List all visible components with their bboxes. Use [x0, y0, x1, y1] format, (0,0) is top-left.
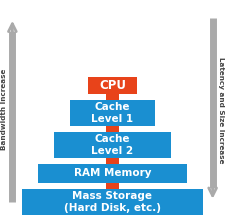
Text: CPU: CPU	[99, 79, 126, 92]
Text: Bandwidth Increase: Bandwidth Increase	[1, 69, 7, 151]
Text: Cache
Level 2: Cache Level 2	[91, 134, 134, 156]
Bar	[38, 164, 187, 183]
Bar	[54, 132, 171, 158]
Bar	[22, 189, 202, 215]
Text: RAM Memory: RAM Memory	[74, 168, 151, 179]
Text: Mass Storage
(Hard Disk, etc.): Mass Storage (Hard Disk, etc.)	[64, 191, 161, 213]
Bar	[106, 77, 119, 215]
Text: Latency and Size Increase: Latency and Size Increase	[218, 56, 224, 163]
Text: Cache
Level 1: Cache Level 1	[91, 102, 134, 124]
Bar	[88, 77, 137, 94]
Bar	[70, 100, 155, 126]
